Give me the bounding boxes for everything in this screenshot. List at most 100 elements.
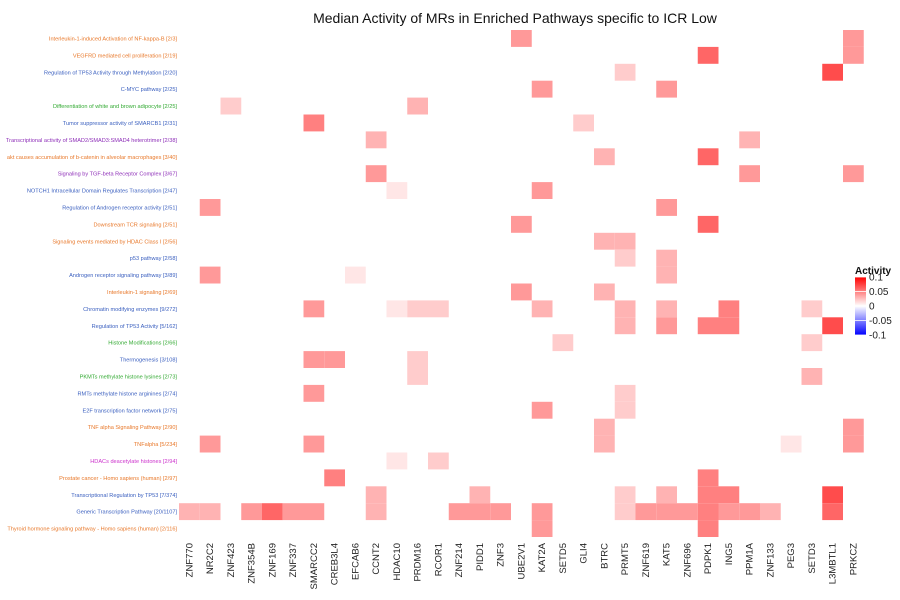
heatmap-cell [843,30,864,47]
heatmap-cell [324,469,345,487]
column-label: PEG3 [786,543,797,568]
heatmap-cell [697,46,719,64]
heatmap-cell [428,300,449,318]
heatmap-cell [303,300,325,318]
heatmap-cell [531,401,553,419]
heatmap-cell [407,368,428,385]
row-label: HDACs deacetylate histones [2/94] [90,459,177,465]
heatmap-cell [843,435,864,453]
row-label: Histone Modifications [2/66] [108,341,177,347]
heatmap-cell [365,165,387,183]
column-label: RCOR1 [433,543,444,576]
row-label: Transcriptional Regulation by TP53 [7/37… [71,493,177,499]
heatmap-cell [386,452,408,470]
row-label: RMTs methylate histone arginines [2/74] [78,391,178,397]
heatmap-cell [718,486,740,504]
heatmap-cell [677,503,698,521]
column-label: PPM1A [745,542,756,575]
row-label: VEGFRD mediated cell proliferation [2/19… [73,53,178,59]
heatmap-cell [739,503,760,521]
column-label: ING5 [724,543,735,565]
legend-tick-label: -0.1 [869,331,887,342]
heatmap-cell [656,80,677,98]
heatmap-cell [843,418,864,436]
row-label: Regulation of TP53 Activity [5/162] [92,324,178,330]
heatmap-cell [428,452,449,470]
row-label: Signaling events mediated by HDAC Class … [52,239,177,245]
heatmap-cell [365,131,387,149]
legend-tick-label: 0.1 [869,273,883,284]
row-label: Signaling by TGF-beta Receptor Complex [… [58,172,178,178]
heatmap-cell [822,317,843,335]
column-label: PRKCZ [848,543,859,575]
column-label: ZNF214 [454,543,465,577]
row-label: Thermogenesis [3/108] [120,358,178,364]
heatmap-cell [573,114,594,132]
column-label: PRDM16 [413,543,424,582]
legend-tick-label: -0.05 [869,316,892,327]
row-label: akt causes accumulation of b-catenin in … [7,155,178,161]
column-label: CREB3L4 [330,543,341,585]
heatmap-cell [822,486,843,504]
row-label: Transcriptional activity of SMAD2/SMAD3:… [6,138,178,144]
heatmap-cell [697,469,719,487]
heatmap-cell [614,384,636,402]
row-label: TNF alpha Signaling Pathway [2/90] [88,425,178,431]
column-label: ZNF169 [267,543,278,577]
column-label: BTRC [599,543,610,569]
heatmap-cell [220,97,242,115]
heatmap-cell [552,334,574,352]
heatmap-cell [614,486,636,504]
heatmap-cell [531,300,553,318]
heatmap-cell [386,300,408,318]
column-label: PDPK1 [703,543,714,574]
heatmap-cell [511,30,532,47]
row-label: Downstream TCR signaling [2/51] [93,222,177,228]
heatmap-cell [718,300,740,318]
column-label: PRMT5 [620,543,631,575]
row-label: TNFalpha [5/234] [134,442,178,448]
heatmap-cell [739,131,760,149]
heatmap-cell [614,232,636,250]
row-label: C-MYC pathway [2/25] [121,87,178,93]
heatmap-cell [303,351,325,368]
heatmap-cell [697,317,719,335]
column-label: SETD5 [558,543,569,574]
heatmap-cell [635,503,657,521]
column-label: UBE2V1 [516,543,527,579]
heatmap-cell [697,486,719,504]
heatmap-cell [822,503,843,521]
legend-tick-label: 0.05 [869,287,889,298]
row-label: Regulation of Androgen receptor activity… [62,205,177,211]
heatmap-cell [490,503,511,521]
heatmap-cell [594,148,615,166]
heatmap-cell [386,182,408,199]
row-labels: Interleukin-1-induced Activation of NF-k… [6,36,178,532]
column-label: HDAC10 [392,543,403,581]
heatmap-cell [365,486,387,504]
heatmap-cell [199,266,221,284]
row-label: p53 pathway [2/58] [130,256,178,262]
heatmap-cell [760,503,781,521]
heatmap-cell [303,384,325,402]
column-label: ZNF696 [682,543,693,577]
column-label: SMARCC2 [309,543,320,589]
heatmap-cell [511,283,532,301]
heatmap-cell [697,520,719,537]
heatmap-cells [179,30,864,537]
row-label: Prostate cancer - Homo sapiens (human) [… [59,476,177,482]
heatmap-cell [303,435,325,453]
heatmap-cell [718,503,740,521]
column-labels: ZNF770 NR2C2 ZNF423 ZNF354B ZNF169 ZNF337 SMAR… [184,542,859,589]
heatmap-cell [407,300,428,318]
heatmap-cell [614,249,636,267]
heatmap-cell [594,232,615,250]
heatmap-cell [594,435,615,453]
row-label: Thyroid hormone signaling pathway - Homo… [7,527,177,533]
heatmap-cell [822,63,843,81]
heatmap-cell [469,503,491,521]
row-label: PKMTs methylate histone lysines [2/73] [80,374,178,380]
heatmap-cell [345,266,366,284]
column-label: ZNF3 [496,543,507,567]
